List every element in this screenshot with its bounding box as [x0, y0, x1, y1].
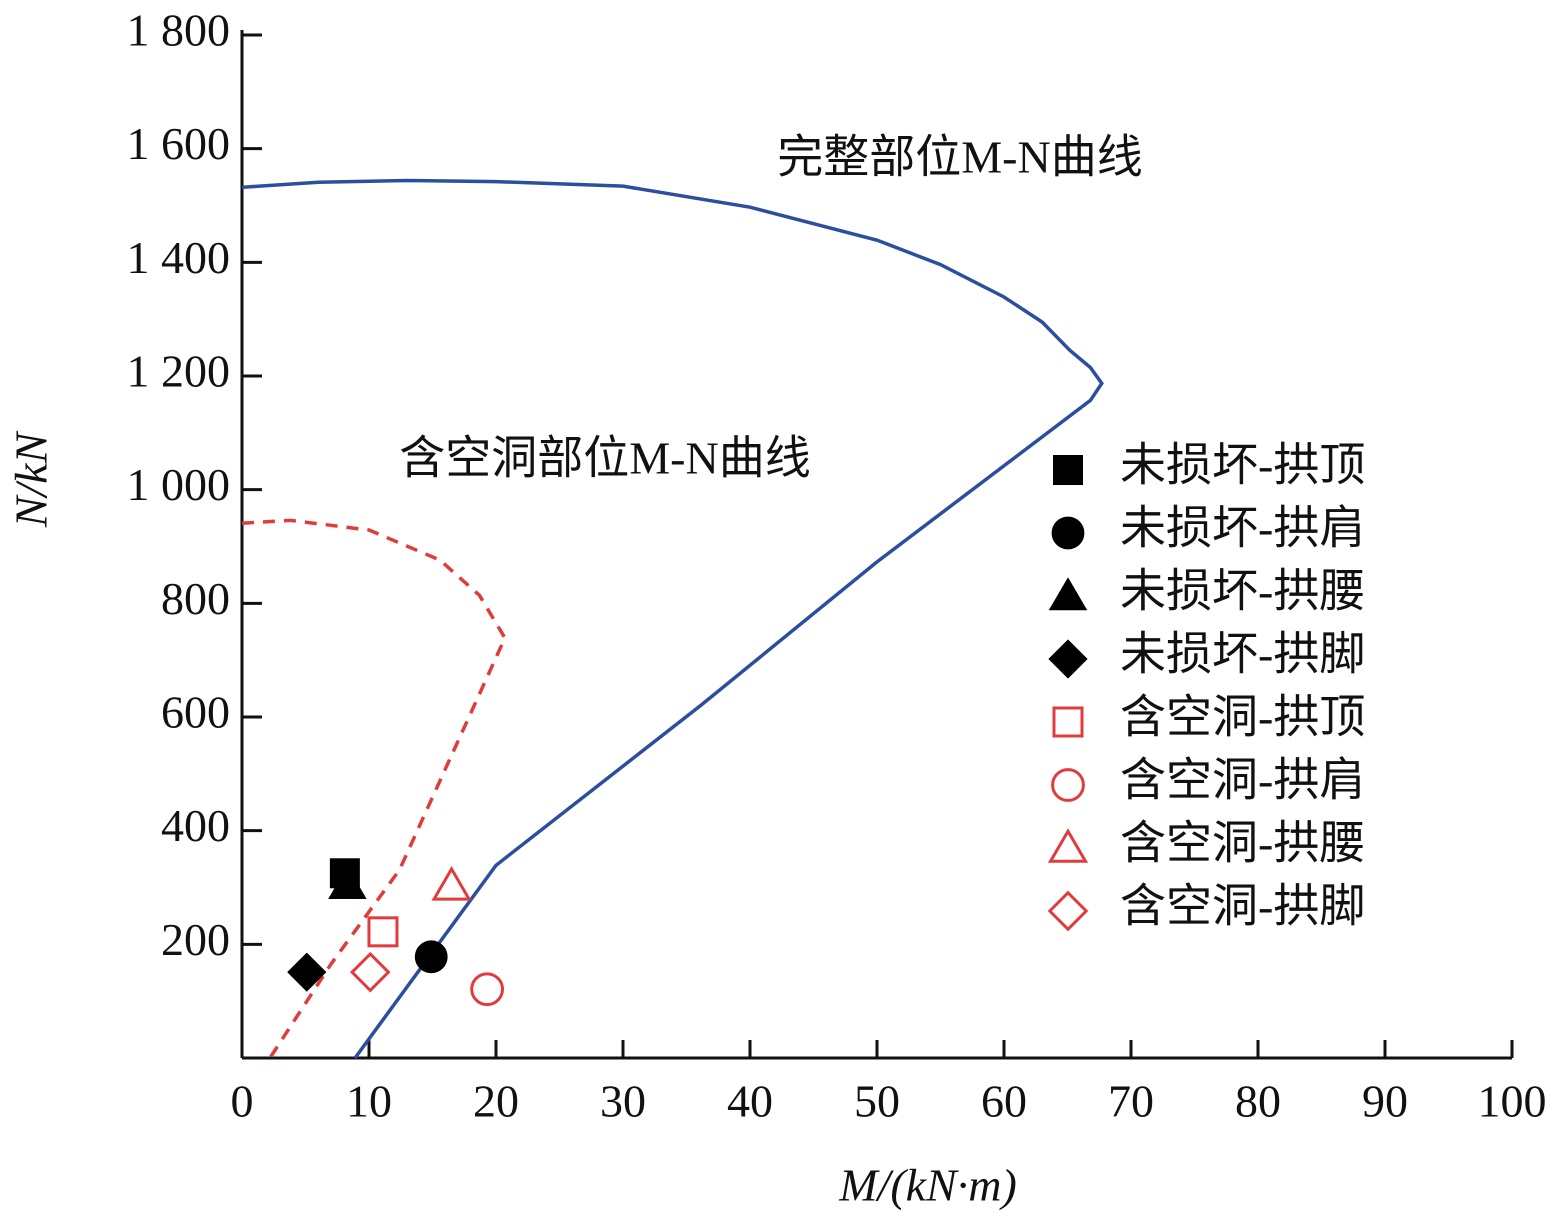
x-tick-label: 50: [854, 1076, 900, 1127]
y-axis-label: N/kN: [6, 430, 57, 528]
x-tick-label: 60: [981, 1076, 1027, 1127]
legend-marker: [1048, 639, 1088, 679]
x-tick-label: 90: [1362, 1076, 1408, 1127]
legend-marker: [1047, 828, 1089, 863]
marker: [328, 865, 367, 899]
legend-label: 含空洞-拱肩: [1120, 755, 1365, 806]
x-tick-label: 100: [1478, 1076, 1547, 1127]
x-tick-label: 70: [1108, 1076, 1154, 1127]
y-tick-label: 600: [161, 687, 230, 738]
legend-label: 含空洞-拱顶: [1120, 692, 1365, 743]
marker: [470, 972, 505, 1007]
x-tick-label: 10: [346, 1076, 392, 1127]
marker: [414, 940, 448, 974]
legend-marker: [1047, 890, 1089, 932]
y-tick-label: 1 600: [127, 118, 231, 169]
x-tick-label: 40: [727, 1076, 773, 1127]
legend-label: 未损坏-拱肩: [1120, 503, 1365, 554]
y-tick-label: 1 000: [127, 459, 231, 510]
marker: [367, 916, 399, 948]
y-tick-label: 1 200: [127, 346, 231, 397]
marker: [431, 866, 472, 901]
curve-annotation: 完整部位M-N曲线: [777, 132, 1142, 183]
x-tick-label: 30: [600, 1076, 646, 1127]
legend-marker: [1048, 577, 1088, 611]
y-tick-label: 800: [161, 573, 230, 624]
y-tick-label: 1 800: [127, 5, 231, 56]
mn-curve: [241, 178, 1104, 1060]
x-tick-label: 20: [473, 1076, 519, 1127]
marker: [349, 951, 391, 993]
marker: [287, 952, 327, 992]
y-tick-label: 200: [161, 914, 230, 965]
x-axis-label: M/(kN·m): [838, 1160, 1017, 1211]
legend-marker: [1053, 455, 1083, 485]
legend-label: 未损坏-拱顶: [1120, 440, 1365, 491]
legend-marker: [1051, 516, 1085, 550]
curve-annotation: 含空洞部位M-N曲线: [399, 433, 810, 484]
legend-label: 未损坏-拱脚: [1120, 629, 1365, 680]
legend-label: 含空洞-拱脚: [1120, 881, 1365, 932]
legend-label: 含空洞-拱腰: [1120, 818, 1365, 869]
mn-curve: [241, 518, 507, 1059]
legend-marker: [1051, 768, 1085, 802]
x-tick-label: 0: [231, 1076, 254, 1127]
legend-marker: [1052, 706, 1084, 738]
legend-label: 未损坏-拱腰: [1120, 566, 1365, 617]
y-tick-label: 400: [161, 800, 230, 851]
x-tick-label: 80: [1235, 1076, 1281, 1127]
y-tick-label: 1 400: [127, 232, 231, 283]
